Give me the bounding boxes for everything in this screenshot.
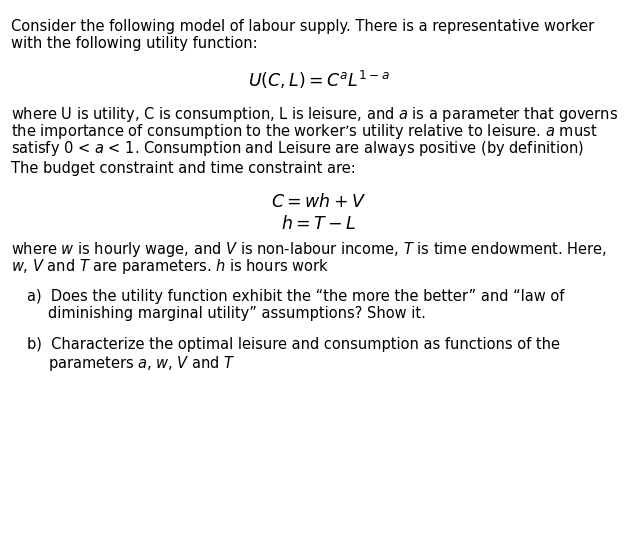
- Text: $w$, $V$ and $T$ are parameters. $h$ is hours work: $w$, $V$ and $T$ are parameters. $h$ is …: [11, 257, 329, 276]
- Text: where U is utility, C is consumption, L is leisure, and $a$ is a parameter that : where U is utility, C is consumption, L …: [11, 105, 619, 124]
- Text: the importance of consumption to the worker’s utility relative to leisure. $a$ m: the importance of consumption to the wor…: [11, 122, 598, 141]
- Text: diminishing marginal utility” assumptions? Show it.: diminishing marginal utility” assumption…: [48, 306, 426, 321]
- Text: where $w$ is hourly wage, and $V$ is non-labour income, $T$ is time endowment. H: where $w$ is hourly wage, and $V$ is non…: [11, 240, 608, 259]
- Text: b)  Characterize the optimal leisure and consumption as functions of the: b) Characterize the optimal leisure and …: [27, 337, 560, 352]
- Text: parameters $a$, $w$, $V$ and $T$: parameters $a$, $w$, $V$ and $T$: [48, 354, 236, 373]
- Text: Consider the following model of labour supply. There is a representative worker: Consider the following model of labour s…: [11, 19, 595, 34]
- Text: $h = T - L$: $h = T - L$: [281, 215, 356, 233]
- Text: $C = wh + V$: $C = wh + V$: [271, 193, 366, 211]
- Text: $U(C,L) = C^{a}L^{1-a}$: $U(C,L) = C^{a}L^{1-a}$: [248, 69, 389, 91]
- Text: with the following utility function:: with the following utility function:: [11, 36, 258, 51]
- Text: a)  Does the utility function exhibit the “the more the better” and “law of: a) Does the utility function exhibit the…: [27, 289, 564, 304]
- Text: satisfy 0 < $a$ < 1. Consumption and Leisure are always positive (by definition): satisfy 0 < $a$ < 1. Consumption and Lei…: [11, 139, 584, 158]
- Text: The budget constraint and time constraint are:: The budget constraint and time constrain…: [11, 161, 356, 176]
